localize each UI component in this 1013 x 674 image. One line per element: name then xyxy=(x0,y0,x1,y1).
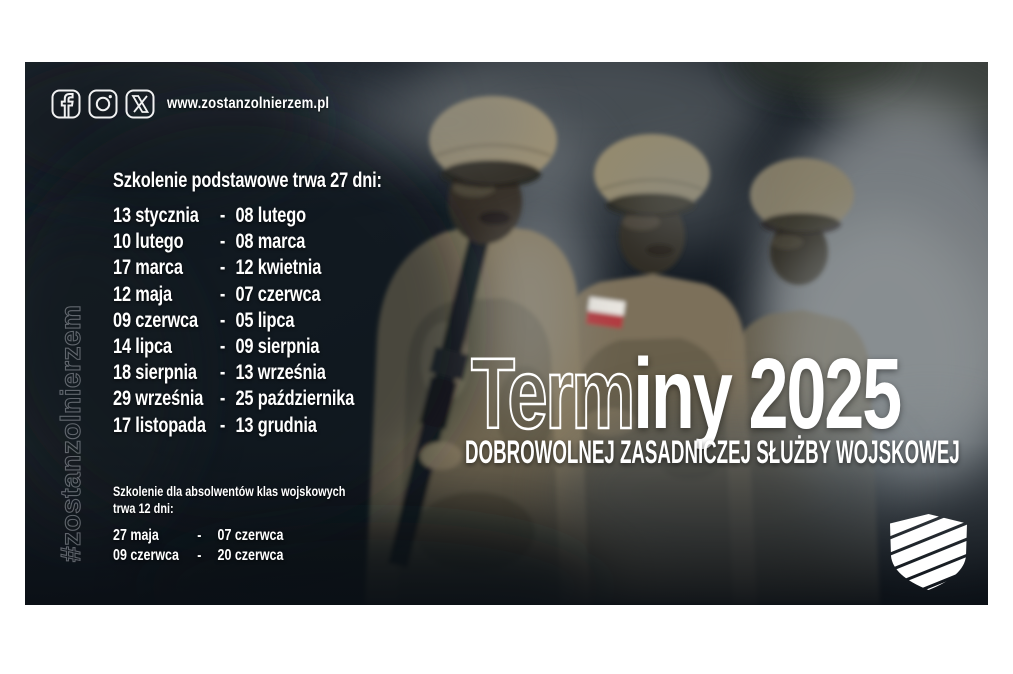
social-bar: www.zostanzolnierzem.pl xyxy=(51,89,365,119)
training-session-row: 09 czerwca -20 czerwca xyxy=(113,546,487,566)
title-solid-part: iny 2025 xyxy=(633,338,902,450)
session-end-date: 08 marca xyxy=(235,230,306,254)
graduates-training-section: Szkolenie dla absolwentów klas wojskowyc… xyxy=(113,483,487,565)
x-icon xyxy=(125,89,155,119)
basic-training-heading: Szkolenie podstawowe trwa 27 dni: xyxy=(113,169,382,192)
session-dash: - xyxy=(219,413,226,437)
session-end-date: 12 kwietnia xyxy=(235,256,322,280)
session-end-date: 07 czerwca xyxy=(217,527,284,544)
session-end-date: 13 września xyxy=(235,361,326,385)
basic-training-section: Szkolenie podstawowe trwa 27 dni: 13 sty… xyxy=(113,169,503,439)
session-dash: - xyxy=(219,308,226,332)
session-start-date: 27 maja xyxy=(113,527,159,544)
training-session-row: 14 lipca -09 sierpnia xyxy=(113,334,503,360)
title-outline-part: Term xyxy=(470,338,636,450)
training-session-row: 12 maja -07 czerwca xyxy=(113,282,503,308)
session-end-date: 07 czerwca xyxy=(235,282,321,306)
website-url: www.zostanzolnierzem.pl xyxy=(167,95,330,112)
training-session-row: 17 marca -12 kwietnia xyxy=(113,255,503,281)
hashtag-vertical-text: #zostanzolnierzem xyxy=(54,304,86,563)
session-start-date: 09 czerwca xyxy=(113,308,198,332)
page-title: Terminy 2025 xyxy=(470,343,902,446)
training-session-row: 13 stycznia -08 lutego xyxy=(113,203,503,229)
session-start-date: 10 lutego xyxy=(113,230,184,254)
graduates-heading-line1: Szkolenie dla absolwentów klas wojskowyc… xyxy=(113,483,346,499)
session-dash: - xyxy=(219,204,226,227)
session-dash: - xyxy=(197,527,202,544)
session-end-date: 25 października xyxy=(235,387,355,411)
session-end-date: 08 lutego xyxy=(235,204,306,227)
poster-canvas: www.zostanzolnierzem.pl Szkolenie podsta… xyxy=(25,62,988,605)
session-end-date: 20 czerwca xyxy=(217,546,284,564)
graduates-training-heading: Szkolenie dla absolwentów klas wojskowyc… xyxy=(113,483,487,516)
session-dash: - xyxy=(219,387,226,411)
soldiers-photo-background xyxy=(25,62,988,605)
page-subtitle: DOBROWOLNEJ ZASADNICZEJ SŁUŻBY WOJSKOWEJ xyxy=(465,434,960,470)
session-start-date: 14 lipca xyxy=(113,335,172,359)
session-end-date: 09 sierpnia xyxy=(235,335,320,359)
session-end-date: 05 lipca xyxy=(235,308,295,332)
session-dash: - xyxy=(219,335,226,359)
training-session-row: 17 listopada -13 grudnia xyxy=(113,413,503,439)
zostan-zolnierzem-shield-logo xyxy=(890,514,967,590)
session-start-date: 09 czerwca xyxy=(113,546,179,564)
graduates-heading-line2: trwa 12 dni: xyxy=(113,499,174,516)
session-dash: - xyxy=(219,361,226,385)
session-start-date: 17 marca xyxy=(113,256,183,280)
session-dash: - xyxy=(219,230,226,254)
instagram-icon xyxy=(88,89,118,119)
session-start-date: 12 maja xyxy=(113,282,173,306)
session-end-date: 13 grudnia xyxy=(235,413,317,437)
training-session-row: 27 maja -07 czerwca xyxy=(113,526,487,546)
session-dash: - xyxy=(197,546,202,564)
session-start-date: 17 listopada xyxy=(113,413,206,437)
training-session-row: 18 sierpnia -13 września xyxy=(113,360,503,386)
training-session-row: 09 czerwca -05 lipca xyxy=(113,308,503,334)
session-start-date: 13 stycznia xyxy=(113,204,199,227)
facebook-icon xyxy=(51,89,81,119)
training-session-row: 29 września -25 października xyxy=(113,386,503,412)
session-start-date: 29 września xyxy=(113,387,204,411)
session-dash: - xyxy=(219,282,226,306)
session-dash: - xyxy=(219,256,226,280)
session-start-date: 18 sierpnia xyxy=(113,361,197,385)
training-session-row: 10 lutego -08 marca xyxy=(113,229,503,255)
